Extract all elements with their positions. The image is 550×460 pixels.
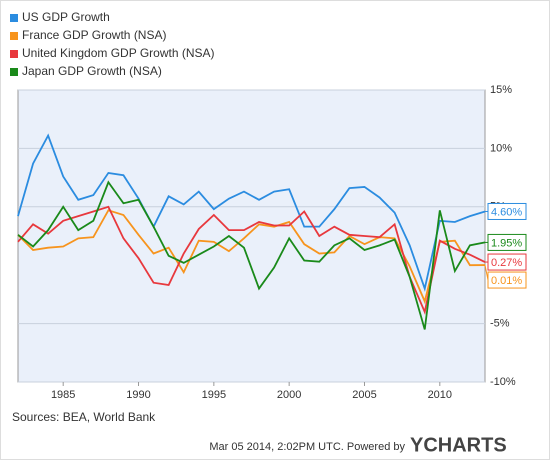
y-tick-label: 15%: [490, 84, 512, 96]
series-line: [17, 209, 486, 305]
x-tick-label: 2000: [277, 389, 301, 401]
brand: YCHARTS: [410, 434, 507, 456]
value-label-box: [487, 233, 527, 251]
value-label: 1.95%: [491, 237, 522, 249]
legend-swatch: [10, 32, 18, 40]
legend-swatch: [10, 68, 18, 76]
legend-label: US GDP Growth: [22, 10, 110, 24]
legend-label: Japan GDP Growth (NSA): [22, 64, 162, 78]
legend-swatch: [10, 14, 18, 22]
legend-swatch: [10, 50, 18, 58]
x-tick-label: 1995: [202, 389, 226, 401]
value-label: 4.60%: [491, 206, 522, 218]
legend-label: United Kingdom GDP Growth (NSA): [22, 46, 215, 60]
x-tick-label: 1985: [51, 389, 75, 401]
y-tick-label: 10%: [490, 142, 512, 154]
footer: Mar 05 2014, 2:02PM UTC. Powered by: [209, 441, 405, 453]
series-line: [17, 205, 486, 315]
source: Sources: BEA, World Bank: [12, 410, 156, 424]
legend-label: France GDP Growth (NSA): [22, 28, 166, 42]
plot-area: [17, 89, 486, 383]
x-tick-label: 2010: [428, 389, 452, 401]
value-label-box: [487, 202, 527, 220]
x-tick-label: 2005: [352, 389, 376, 401]
value-label: 0.27%: [491, 257, 522, 269]
value-label-box: [487, 253, 527, 271]
x-tick-label: 1990: [126, 389, 150, 401]
series-line: [17, 180, 486, 330]
series-line: [17, 133, 486, 292]
value-label-box: [487, 271, 527, 289]
y-tick-label: -10%: [490, 376, 516, 388]
y-tick-label: -5%: [490, 318, 510, 330]
value-label: 0.01%: [491, 275, 522, 287]
